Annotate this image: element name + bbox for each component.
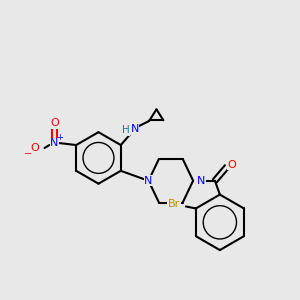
Text: O: O [227, 160, 236, 170]
Text: N: N [144, 176, 153, 186]
Text: N: N [197, 176, 206, 186]
Text: N: N [130, 124, 139, 134]
Text: Br: Br [168, 200, 180, 209]
Text: +: + [56, 133, 63, 142]
Text: O: O [30, 143, 39, 153]
Text: O: O [50, 118, 59, 128]
Text: −: − [24, 149, 32, 159]
Text: N: N [50, 138, 58, 148]
Text: H: H [122, 125, 130, 135]
